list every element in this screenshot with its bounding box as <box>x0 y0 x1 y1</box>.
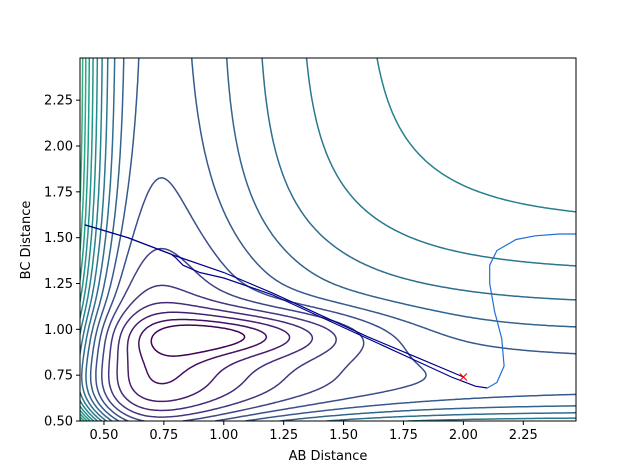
y-tick-label: 0.50 <box>44 415 73 430</box>
contour-lines <box>80 58 576 421</box>
contour-line <box>150 324 246 357</box>
y-tick-label: 0.75 <box>44 369 73 384</box>
y-tick-label: 1.75 <box>44 185 73 200</box>
contour-line <box>80 58 576 421</box>
contour-line <box>80 58 576 421</box>
contour-line <box>89 58 576 421</box>
x-tick-label: 1.00 <box>209 428 238 443</box>
y-axis: 0.50 0.75 1.00 1.25 1.50 1.75 2.00 2.25 <box>44 94 80 430</box>
contour-line <box>80 58 576 421</box>
trajectory-line <box>84 224 488 389</box>
contour-line <box>116 301 314 412</box>
contour-line <box>107 284 337 418</box>
contour-line <box>138 318 268 385</box>
x-tick-label: 2.00 <box>449 428 478 443</box>
x-tick-label: 1.25 <box>269 428 298 443</box>
y-axis-label: BC Distance <box>19 201 34 280</box>
contour-line <box>126 311 291 403</box>
x-tick-label: 0.75 <box>149 428 178 443</box>
x-axis: 0.50 0.75 1.00 1.25 1.50 1.75 2.00 2.25 <box>89 421 538 443</box>
contour-line <box>80 58 87 421</box>
y-tick-label: 1.50 <box>44 231 73 246</box>
contour-line <box>80 58 84 421</box>
x-tick-label: 1.75 <box>389 428 418 443</box>
end-point-marker <box>459 373 468 381</box>
x-tick-label: 2.25 <box>509 428 538 443</box>
contour-line <box>80 58 94 421</box>
y-tick-label: 2.00 <box>44 140 73 155</box>
x-axis-label: AB Distance <box>289 449 368 464</box>
contour-line <box>85 58 576 421</box>
plot-frame <box>79 57 577 422</box>
trajectory-lines <box>84 224 576 389</box>
contour-line <box>80 58 99 421</box>
trajectory-line <box>487 233 576 389</box>
contour-line <box>101 247 365 421</box>
end-markers <box>459 373 468 381</box>
y-tick-label: 1.25 <box>44 277 73 292</box>
x-tick-label: 0.50 <box>89 428 118 443</box>
contour-line <box>80 58 91 421</box>
y-tick-label: 1.00 <box>44 323 73 338</box>
x-tick-label: 1.50 <box>329 428 358 443</box>
y-tick-label: 2.25 <box>44 94 73 109</box>
